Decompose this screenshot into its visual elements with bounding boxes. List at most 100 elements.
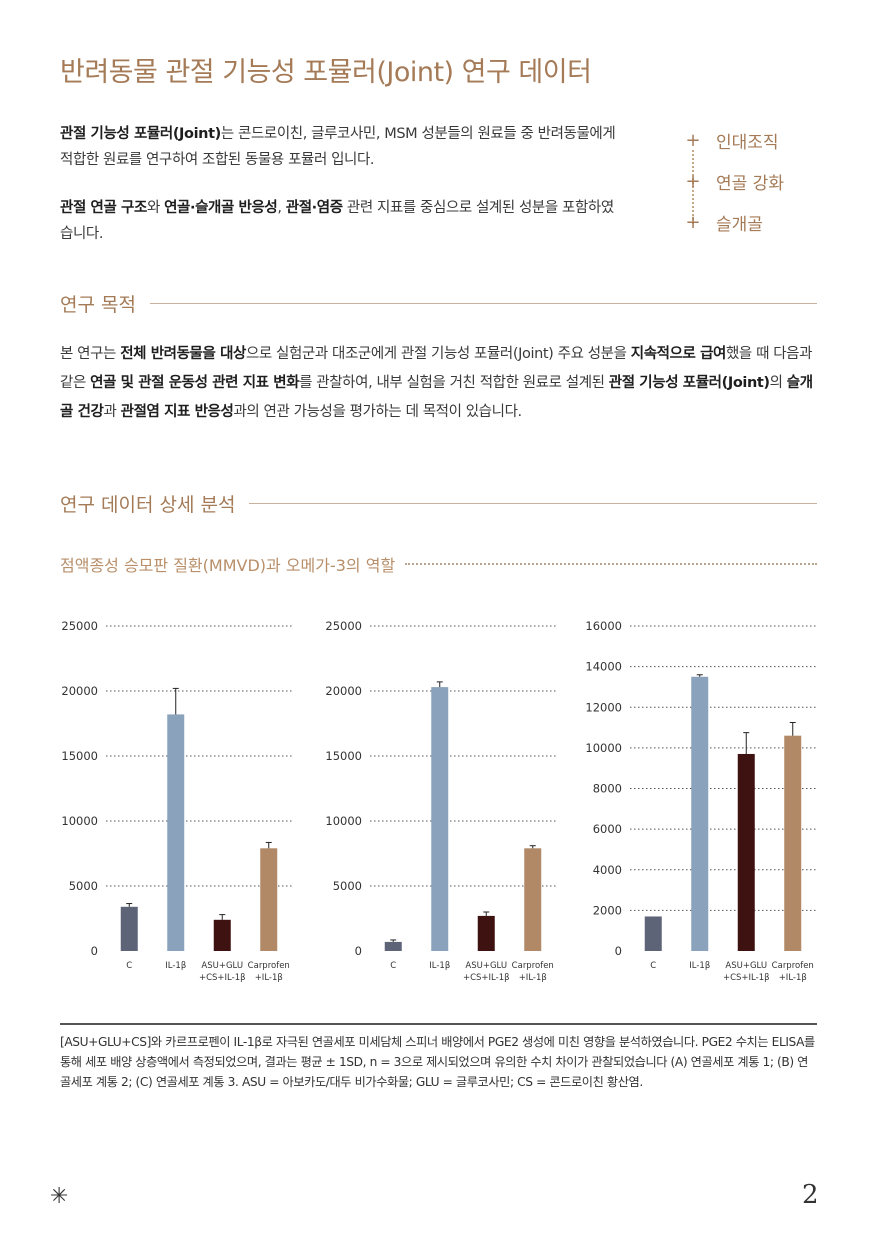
x-tick-label: +IL-1β [519, 973, 547, 983]
y-tick-label: 15000 [325, 749, 362, 763]
x-tick-label: IL-1β [429, 961, 450, 971]
plus-icon: + [685, 171, 701, 192]
section-purpose-header: 연구 목적 [60, 290, 817, 317]
x-tick-label: IL-1β [689, 961, 710, 971]
intro-text: 는 콘드로이친, 글루코사민, MSM 성분들의 원료들 중 반려동물에게 적합… [60, 126, 616, 168]
bar [784, 735, 802, 951]
section-rule [149, 303, 817, 304]
section-title: 연구 목적 [60, 294, 136, 316]
x-tick-label: C [650, 961, 656, 971]
purpose-text: 의 [769, 375, 787, 391]
feature-tags: + 인대조직 + 연골 강화 + 슬개골 [684, 120, 784, 243]
y-tick-label: 0 [91, 944, 98, 958]
bar [644, 916, 662, 951]
x-tick-label: C [390, 961, 396, 971]
plus-icon: + [685, 130, 701, 151]
bar [213, 919, 231, 951]
y-tick-label: 15000 [61, 749, 98, 763]
bar [524, 848, 542, 951]
section-title: 연구 데이터 상세 분석 [60, 494, 236, 516]
intro-text: 와 [146, 200, 165, 216]
y-tick-label: 0 [615, 944, 622, 958]
sub-section-title: 점액종성 승모판 질환(MMVD)과 오메가-3의 역할 [60, 556, 396, 575]
caption-rule [60, 1023, 817, 1025]
y-tick-label: 2000 [593, 903, 622, 917]
bar-chart-c: 0 2000 4000 6000 8000 10000 12000 14000 16000 C IL… [585, 619, 816, 983]
y-tick-label: 12000 [585, 700, 622, 714]
bar [167, 714, 185, 951]
x-tick-label: ASU+GLU [201, 961, 243, 971]
intro-paragraph-1: 관절 기능성 포뮬러(Joint)는 콘드로이친, 글루코사민, MSM 성분들… [60, 121, 620, 173]
purpose-text: 과 [103, 404, 121, 420]
bar [120, 906, 138, 951]
purpose-bold: 관절 기능성 포뮬러(Joint) [608, 375, 770, 391]
bar [431, 687, 449, 951]
page-number: 2 [802, 1180, 819, 1210]
figure-caption: [ASU+GLU+CS]와 카르프로펜이 IL-1β로 자극된 연골세포 미세담… [60, 1035, 815, 1089]
purpose-text: 과의 연관 가능성을 평가하는 데 목적이 있습니다. [233, 404, 522, 420]
y-tick-label: 16000 [585, 619, 622, 633]
purpose-bold: 관절염 지표 반응성 [120, 404, 234, 420]
x-tick-label: +CS+IL-1β [199, 973, 246, 983]
intro-bold: 관절 기능성 포뮬러(Joint) [60, 126, 221, 142]
y-tick-label: 8000 [593, 782, 622, 796]
y-tick-label: 5000 [333, 879, 362, 893]
purpose-text: 했을 때 다음과 같은 [60, 346, 813, 391]
y-tick-label: 10000 [585, 741, 622, 755]
purpose-text: 를 관찰하여, 내부 실험을 거친 적합한 원료로 설계된 [299, 375, 609, 391]
y-tick-label: 6000 [593, 822, 622, 836]
y-tick-label: 0 [355, 944, 362, 958]
purpose-bold: 전체 반려동물을 대상 [120, 346, 246, 362]
sub-section-header: 점액종성 승모판 질환(MMVD)과 오메가-3의 역할 [60, 552, 817, 576]
bar-chart-a: 0 5000 10000 15000 20000 25000 C IL-1β ASU+GLU +C… [61, 619, 292, 983]
y-tick-label: 10000 [61, 814, 98, 828]
tag-label: 인대조직 [716, 133, 779, 153]
section-rule [249, 503, 817, 504]
tag-item: + 연골 강화 [684, 161, 784, 202]
y-tick-label: 25000 [61, 619, 98, 633]
bar [737, 753, 755, 951]
y-tick-label: 4000 [593, 863, 622, 877]
tag-connector [692, 150, 694, 224]
y-tick-label: 14000 [585, 660, 622, 674]
y-tick-label: 5000 [69, 879, 98, 893]
x-tick-label: +CS+IL-1β [463, 973, 510, 983]
x-tick-label: +IL-1β [255, 973, 283, 983]
intro-bold: 연골·슬개골 반응성 [164, 200, 278, 216]
x-tick-label: Carprofen [512, 961, 554, 971]
y-tick-label: 10000 [325, 814, 362, 828]
x-tick-label: Carprofen [248, 961, 290, 971]
purpose-bold: 연골 및 관절 운동성 관련 지표 변화 [90, 375, 300, 391]
x-tick-label: +CS+IL-1β [723, 973, 770, 983]
bar [477, 915, 495, 951]
purpose-text: 으로 실험군과 대조군에게 관절 기능성 포뮬러(Joint) 주요 성분을 [245, 346, 631, 362]
tag-label: 슬개골 [716, 215, 763, 235]
x-tick-label: +IL-1β [779, 973, 807, 983]
bar [691, 676, 709, 951]
purpose-bold: 슬개골 건강 [60, 375, 813, 420]
intro-paragraph-2: 관절 연골 구조와 연골·슬개골 반응성, 관절·염증 관련 지표를 중심으로 … [60, 195, 620, 247]
page-title: 반려동물 관절 기능성 포뮬러(Joint) 연구 데이터 [60, 57, 592, 88]
x-tick-label: ASU+GLU [725, 961, 767, 971]
intro-text: 관련 지표를 중심으로 설계된 성분을 포함하였습니다. [60, 200, 614, 242]
bar [260, 848, 278, 951]
section-data-header: 연구 데이터 상세 분석 [60, 490, 817, 517]
bar-chart-b: 0 5000 10000 15000 20000 25000 C IL-1β ASU+GLU +C… [325, 619, 556, 983]
plus-icon: + [685, 212, 701, 233]
x-tick-label: ASU+GLU [465, 961, 507, 971]
bar [384, 941, 402, 951]
tag-item: + 슬개골 [684, 202, 784, 243]
x-tick-label: Carprofen [772, 961, 814, 971]
x-tick-label: C [126, 961, 132, 971]
dotted-rule [405, 563, 817, 565]
purpose-paragraph: 본 연구는 전체 반려동물을 대상으로 실험군과 대조군에게 관절 기능성 포뮬… [60, 340, 820, 427]
intro-bold: 관절 연골 구조 [60, 200, 147, 216]
y-tick-label: 20000 [325, 684, 362, 698]
purpose-text: 본 연구는 [60, 346, 121, 362]
tag-label: 연골 강화 [716, 174, 784, 194]
purpose-bold: 지속적으로 급여 [630, 346, 727, 362]
asterisk-icon: ✳ [50, 1184, 69, 1209]
intro-text: , [277, 200, 286, 216]
intro-bold: 관절·염증 [285, 200, 343, 216]
x-tick-label: IL-1β [165, 961, 186, 971]
